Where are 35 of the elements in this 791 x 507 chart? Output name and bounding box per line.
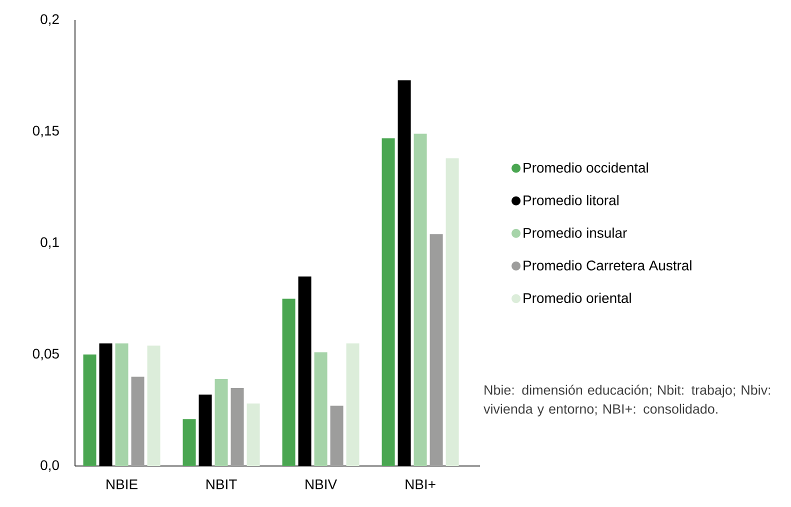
legend-label: Promedio oriental — [524, 292, 631, 304]
bar — [83, 354, 96, 466]
bar — [147, 346, 160, 466]
legend-label: Promedio Carretera Austral — [524, 260, 692, 270]
bar — [115, 343, 128, 466]
bar — [414, 134, 427, 466]
bar — [346, 343, 360, 466]
bar — [246, 404, 260, 466]
legend-label: Promedio litoral — [524, 195, 618, 206]
x-tick-label: NBI+ — [406, 480, 436, 490]
bar — [430, 234, 443, 466]
bar — [198, 394, 212, 466]
y-tick-label: 0,05 — [32, 348, 59, 360]
bar — [230, 388, 244, 466]
bar — [282, 298, 296, 466]
bar — [131, 376, 144, 466]
bar — [298, 276, 312, 466]
y-tick-label: 0,1 — [40, 237, 59, 249]
bar — [182, 419, 196, 466]
legend-label: Promedio occidental — [524, 162, 648, 173]
x-tick-label: NBIT — [206, 480, 237, 490]
x-tick-label: NBIE — [106, 480, 138, 490]
y-tick-label: 0,2 — [40, 14, 59, 26]
bar — [330, 406, 344, 466]
bar — [314, 352, 328, 466]
bar — [214, 379, 228, 466]
y-tick-label: 0,15 — [32, 126, 59, 138]
bar — [446, 158, 459, 466]
text: Nbie: dimensión educación; Nbit: trabajo; Nbiv: vivienda y entorno; NBI+: consolidado. — [484, 384, 770, 416]
bar — [382, 138, 395, 466]
legend-label: Promedio insular — [524, 228, 627, 238]
x-tick-label: NBIV — [306, 480, 338, 490]
y-tick-label: 0,0 — [40, 460, 59, 472]
bar — [398, 80, 411, 466]
bar — [99, 343, 112, 466]
